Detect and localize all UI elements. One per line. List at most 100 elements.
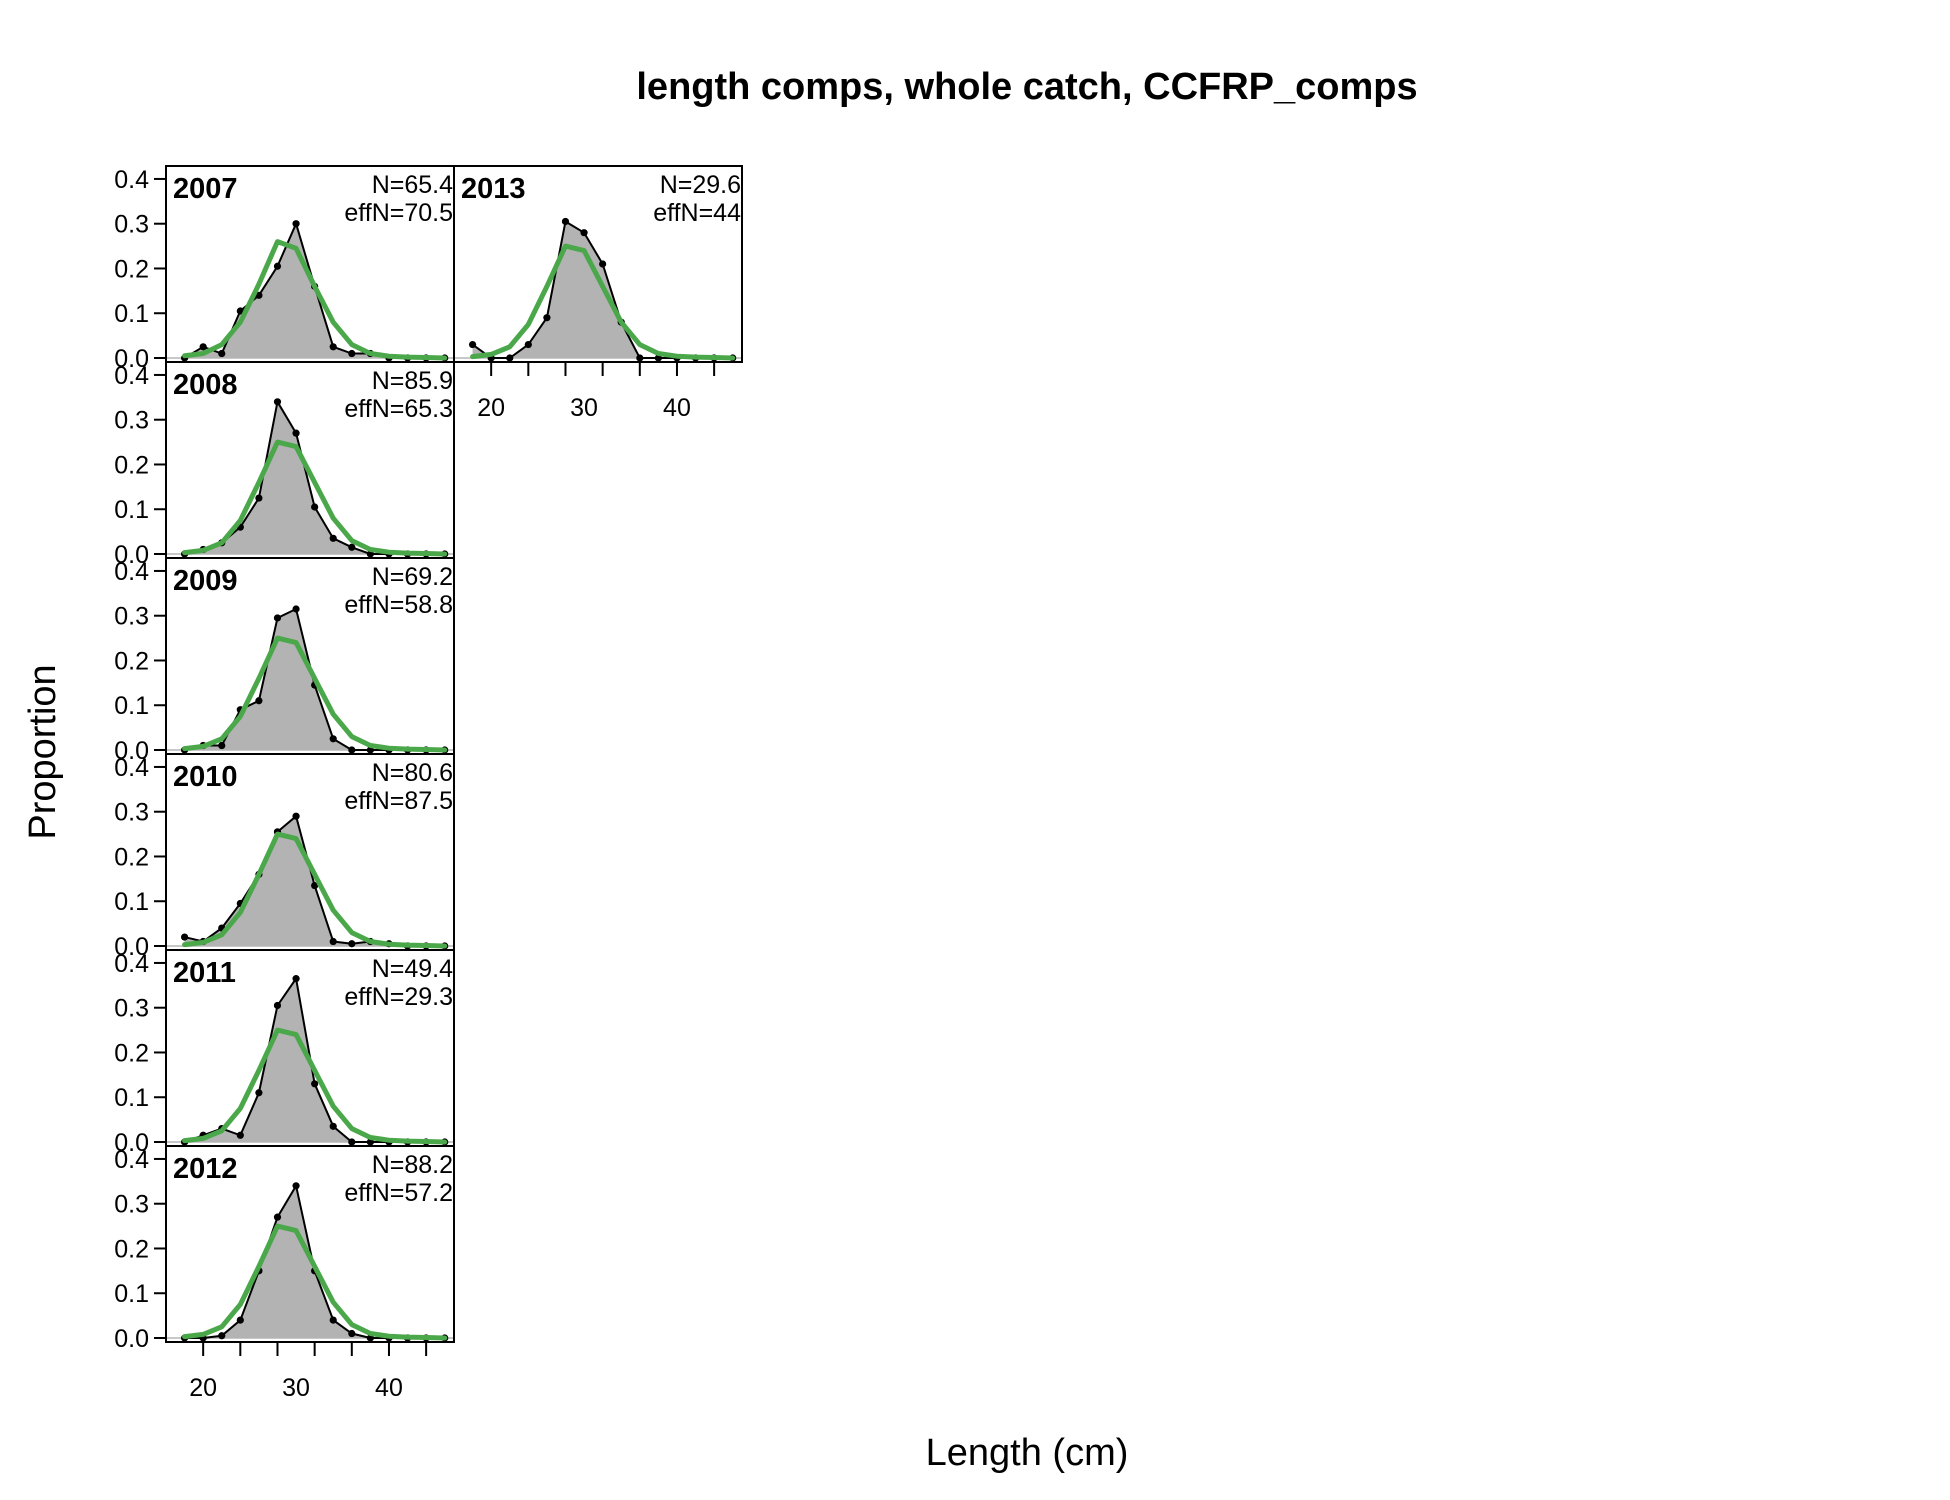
- observed-point: [236, 307, 244, 315]
- observed-point: [311, 503, 319, 511]
- y-tick-label: 0.0: [114, 541, 149, 569]
- y-tick-label: 0.1: [114, 692, 149, 720]
- observed-point: [292, 975, 300, 983]
- observed-area: [184, 609, 445, 750]
- observed-point: [329, 534, 337, 542]
- panel-effn-label: effN=57.2: [344, 1179, 453, 1207]
- observed-point: [468, 340, 477, 349]
- panel-year-label: 2009: [173, 565, 238, 597]
- observed-point: [273, 262, 282, 270]
- observed-point: [348, 940, 356, 948]
- x-axis-title: Length (cm): [926, 1432, 1129, 1474]
- observed-point: [329, 343, 337, 351]
- y-tick-label: 0.4: [114, 754, 149, 782]
- observed-point: [524, 340, 532, 349]
- y-tick-label: 0.1: [114, 1084, 149, 1112]
- y-tick-label: 0.2: [114, 255, 149, 283]
- expected-line: [182, 439, 448, 557]
- panel-year-label: 2007: [173, 173, 238, 205]
- y-tick-label: 0.0: [114, 345, 149, 373]
- observed-point: [329, 1122, 337, 1130]
- panel-year-label: 2010: [173, 761, 238, 793]
- y-tick-label: 0.2: [114, 451, 149, 479]
- y-tick-label: 0.0: [114, 1325, 149, 1353]
- expected-line: [182, 1223, 448, 1341]
- observed-point: [329, 937, 337, 946]
- observed-point: [348, 1329, 356, 1338]
- observed-point: [561, 217, 570, 226]
- observed-point: [255, 291, 263, 299]
- observed-point: [292, 812, 300, 820]
- panel-n-label: N=69.2: [372, 563, 453, 591]
- x-tick-label: 40: [663, 394, 691, 422]
- panel-effn-label: effN=58.8: [344, 591, 453, 619]
- y-tick-label: 0.4: [114, 166, 149, 194]
- observed-point: [236, 1316, 244, 1324]
- y-tick-label: 0.3: [114, 1191, 149, 1219]
- panel-year-label: 2011: [173, 957, 236, 989]
- panel-effn-label: effN=65.3: [344, 395, 453, 423]
- panel-year-label: 2008: [173, 369, 238, 401]
- observed-area: [184, 816, 445, 946]
- y-tick-label: 0.3: [114, 799, 149, 827]
- panel-effn-label: effN=29.3: [344, 983, 453, 1011]
- x-tick-label: 40: [375, 1374, 403, 1402]
- x-tick-label: 20: [189, 1374, 217, 1402]
- observed-point: [348, 349, 356, 358]
- observed-point: [292, 605, 300, 613]
- panel-n-label: N=65.4: [372, 171, 453, 199]
- observed-point: [218, 741, 226, 750]
- observed-point: [255, 1089, 263, 1097]
- y-tick-label: 0.1: [114, 888, 149, 916]
- panel-n-label: N=80.6: [372, 759, 453, 787]
- observed-point: [273, 398, 282, 406]
- observed-point: [273, 1001, 282, 1010]
- y-tick-label: 0.1: [114, 300, 149, 328]
- y-tick-label: 0.1: [114, 1280, 149, 1308]
- y-tick-label: 0.1: [114, 496, 149, 524]
- y-tick-label: 0.2: [114, 1235, 149, 1263]
- y-tick-label: 0.0: [114, 737, 149, 765]
- expected-line: [182, 239, 448, 361]
- y-tick-label: 0.3: [114, 211, 149, 239]
- observed-point: [348, 746, 356, 754]
- x-tick-label: 20: [477, 394, 505, 422]
- observed-point: [543, 314, 551, 322]
- x-tick-label: 30: [570, 394, 598, 422]
- y-axis-title: Proportion: [22, 664, 64, 839]
- expected-line: [182, 635, 448, 753]
- observed-point: [255, 494, 263, 502]
- observed-point: [273, 614, 282, 622]
- panel-n-label: N=49.4: [372, 955, 453, 983]
- expected-line: [182, 1027, 448, 1145]
- observed-point: [329, 1316, 337, 1324]
- chart-title: length comps, whole catch, CCFRP_comps: [636, 66, 1417, 108]
- y-tick-label: 0.2: [114, 647, 149, 675]
- panel-frame: [453, 165, 743, 363]
- observed-point: [218, 349, 226, 358]
- observed-point: [348, 1138, 356, 1146]
- y-tick-label: 0.0: [114, 1129, 149, 1157]
- observed-point: [580, 229, 588, 237]
- observed-point: [329, 735, 337, 743]
- y-tick-label: 0.2: [114, 843, 149, 871]
- panel-effn-label: effN=70.5: [344, 199, 453, 227]
- y-tick-label: 0.4: [114, 950, 149, 978]
- panel-effn-label: effN=44: [653, 199, 741, 227]
- panel-year-label: 2013: [461, 173, 526, 205]
- panel-n-label: N=88.2: [372, 1151, 453, 1179]
- y-tick-label: 0.3: [114, 603, 149, 631]
- panel-n-label: N=29.6: [660, 171, 741, 199]
- y-tick-label: 0.4: [114, 1146, 149, 1174]
- y-tick-label: 0.2: [114, 1039, 149, 1067]
- expected-line: [182, 831, 448, 949]
- observed-point: [255, 697, 263, 705]
- panel-year-label: 2012: [173, 1153, 238, 1185]
